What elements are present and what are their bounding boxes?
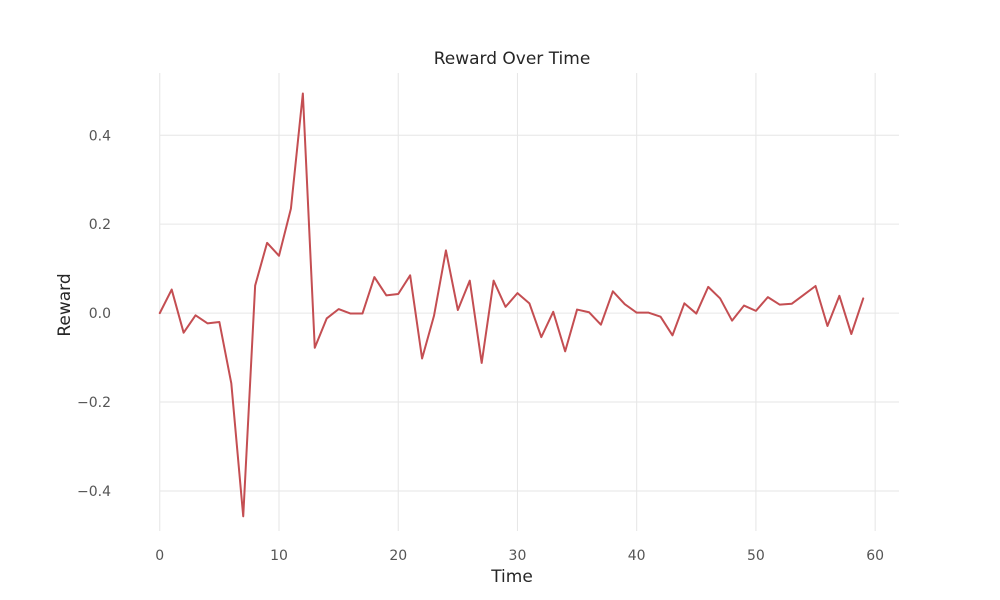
- x-tick-label: 0: [155, 548, 164, 564]
- grid: [159, 73, 899, 531]
- x-tick-labels: 0 10 20 30 40 50 60: [155, 548, 884, 564]
- x-tick-label: 40: [628, 548, 646, 564]
- reward-series-line: [158, 92, 865, 518]
- series-layer: [158, 92, 865, 518]
- x-axis-label: Time: [490, 567, 533, 587]
- x-tick-label: 10: [270, 548, 288, 564]
- y-tick-label: 0.0: [89, 306, 111, 322]
- x-tick-label: 20: [389, 548, 407, 564]
- y-tick-label: 0.4: [89, 128, 111, 144]
- y-tick-label: 0.2: [89, 217, 111, 233]
- y-axis-label: Reward: [55, 273, 75, 336]
- x-tick-label: 30: [509, 548, 527, 564]
- y-tick-labels: −0.4 −0.2 0.0 0.2 0.4: [77, 128, 111, 500]
- y-tick-label: −0.2: [77, 395, 111, 411]
- x-tick-label: 60: [866, 548, 884, 564]
- x-tick-label: 50: [747, 548, 765, 564]
- chart-title: Reward Over Time: [434, 49, 591, 69]
- y-tick-label: −0.4: [77, 484, 111, 500]
